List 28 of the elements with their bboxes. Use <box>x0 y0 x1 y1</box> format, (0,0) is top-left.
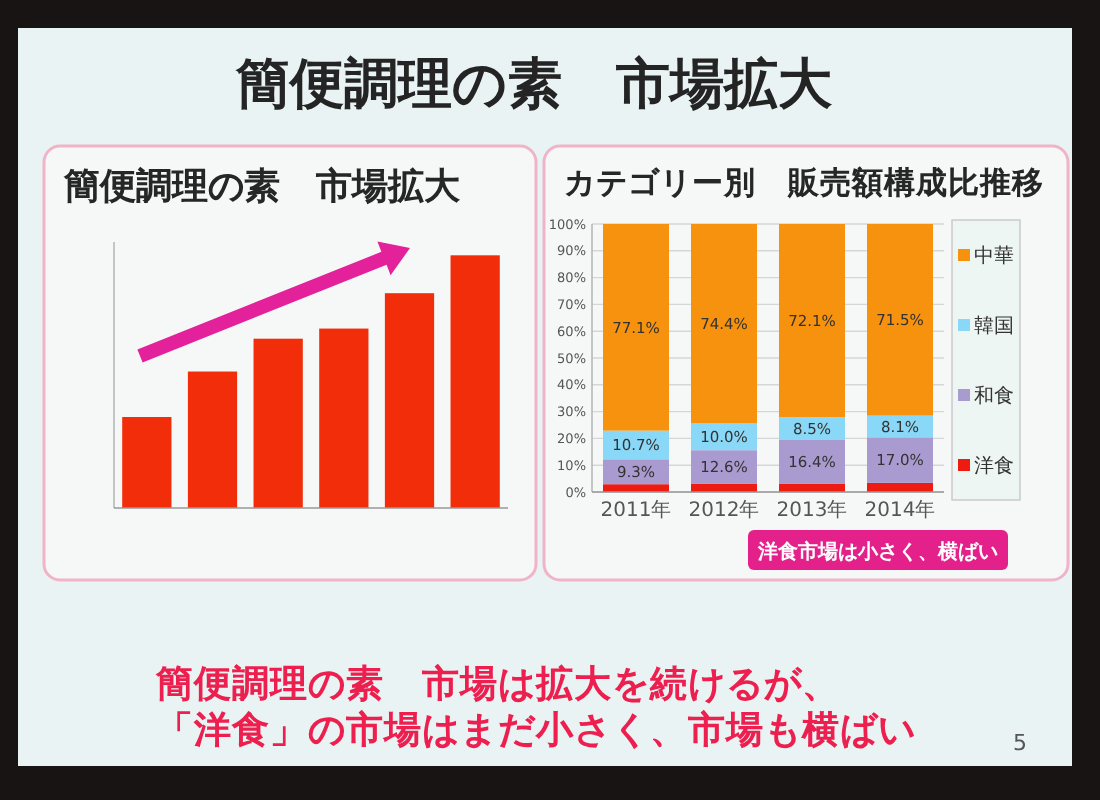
bar <box>450 255 500 508</box>
legend-label: 洋食 <box>974 454 1014 479</box>
bar <box>122 417 172 508</box>
text: 簡便調理の素 市場拡大 <box>234 54 834 116</box>
x-tick-label: 2013年 <box>776 498 848 522</box>
text: 簡便調理の素 市場は拡大を続けるが、 <box>154 662 840 706</box>
bar <box>779 224 845 418</box>
bar <box>603 224 669 431</box>
text: 洋食市場は小さく、横ばい <box>756 540 998 564</box>
x-tick-label: 2011年 <box>600 498 672 522</box>
bar <box>691 224 757 424</box>
legend-label: 中華 <box>974 244 1014 269</box>
legend-label: 和食 <box>974 384 1014 409</box>
text: 「洋食」の市場はまだ小さく、市場も横ばい <box>156 708 916 752</box>
text: 5 <box>1013 730 1027 756</box>
chart-title: カテゴリー別 販売額構成比推移 <box>564 164 1044 201</box>
bar <box>867 224 933 416</box>
bar <box>253 338 303 508</box>
bar <box>867 437 933 483</box>
bar <box>319 328 369 508</box>
bar <box>779 440 845 484</box>
chart-title: 簡便調理の素 市場拡大 <box>62 166 462 208</box>
legend-label: 韓国 <box>974 314 1014 339</box>
bar <box>187 371 238 508</box>
bar <box>603 484 669 492</box>
x-tick-label: 2012年 <box>688 498 760 522</box>
x-tick-label: 2014年 <box>864 498 936 522</box>
bar <box>384 293 435 508</box>
